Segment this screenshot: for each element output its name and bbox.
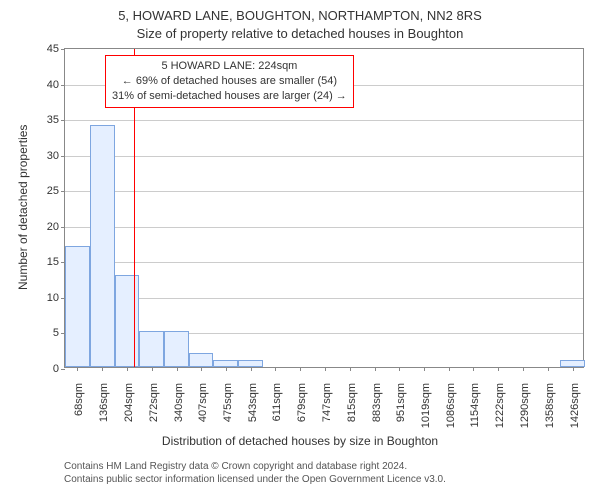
- y-gridline: [65, 120, 583, 121]
- histogram-bar: [115, 275, 140, 367]
- x-tick-label: 1019sqm: [420, 381, 432, 433]
- x-tick-label: 204sqm: [123, 381, 135, 433]
- x-tick-label: 340sqm: [173, 381, 185, 433]
- x-tick-label: 815sqm: [346, 381, 358, 433]
- y-axis-label: Number of detached properties: [16, 125, 30, 290]
- plot-area: 05101520253035404568sqm136sqm204sqm272sq…: [64, 48, 584, 368]
- y-gridline: [65, 227, 583, 228]
- annotation-line2: ← 69% of detached houses are smaller (54…: [122, 75, 337, 87]
- chart-title-line2: Size of property relative to detached ho…: [0, 26, 600, 41]
- x-tick-label: 611sqm: [271, 381, 283, 433]
- x-tick-label: 543sqm: [247, 381, 259, 433]
- footer-line2: Contains public sector information licen…: [64, 474, 446, 485]
- x-tick-label: 475sqm: [222, 381, 234, 433]
- annotation-box: 5 HOWARD LANE: 224sqm ← 69% of detached h…: [105, 55, 354, 108]
- x-tick-label: 1358sqm: [544, 381, 556, 433]
- x-tick-label: 1426sqm: [569, 381, 581, 433]
- x-tick-label: 68sqm: [73, 381, 85, 433]
- x-tick-mark: [375, 367, 376, 371]
- x-tick-mark: [226, 367, 227, 371]
- y-tick-label: 25: [47, 185, 65, 197]
- y-gridline: [65, 298, 583, 299]
- x-tick-mark: [102, 367, 103, 371]
- x-tick-mark: [325, 367, 326, 371]
- x-tick-mark: [449, 367, 450, 371]
- histogram-bar: [189, 353, 213, 367]
- y-tick-label: 10: [47, 292, 65, 304]
- x-tick-label: 272sqm: [148, 381, 160, 433]
- x-tick-mark: [473, 367, 474, 371]
- x-tick-mark: [275, 367, 276, 371]
- y-tick-label: 20: [47, 221, 65, 233]
- x-tick-label: 679sqm: [296, 381, 308, 433]
- x-axis-label: Distribution of detached houses by size …: [0, 434, 600, 448]
- x-tick-mark: [127, 367, 128, 371]
- histogram-bar: [213, 360, 238, 367]
- footer-attribution: Contains HM Land Registry data © Crown c…: [64, 460, 446, 486]
- x-tick-mark: [350, 367, 351, 371]
- x-tick-mark: [548, 367, 549, 371]
- y-gridline: [65, 156, 583, 157]
- histogram-bar: [560, 360, 585, 367]
- y-gridline: [65, 262, 583, 263]
- y-tick-label: 0: [53, 363, 65, 375]
- x-tick-mark: [177, 367, 178, 371]
- y-gridline: [65, 191, 583, 192]
- x-tick-label: 407sqm: [197, 381, 209, 433]
- x-tick-mark: [498, 367, 499, 371]
- chart-container: { "title_line1": "5, HOWARD LANE, BOUGHT…: [0, 0, 600, 500]
- histogram-bar: [139, 331, 164, 367]
- x-tick-mark: [573, 367, 574, 371]
- x-tick-mark: [152, 367, 153, 371]
- x-tick-label: 747sqm: [321, 381, 333, 433]
- x-tick-mark: [251, 367, 252, 371]
- x-tick-mark: [399, 367, 400, 371]
- y-tick-label: 15: [47, 256, 65, 268]
- x-tick-label: 883sqm: [371, 381, 383, 433]
- x-tick-label: 1222sqm: [494, 381, 506, 433]
- histogram-bar: [90, 125, 115, 367]
- histogram-bar: [65, 246, 90, 367]
- x-tick-label: 1290sqm: [519, 381, 531, 433]
- y-tick-label: 5: [53, 327, 65, 339]
- footer-line1: Contains HM Land Registry data © Crown c…: [64, 461, 407, 472]
- x-tick-label: 1086sqm: [445, 381, 457, 433]
- x-tick-label: 1154sqm: [469, 381, 481, 433]
- histogram-bar: [238, 360, 263, 367]
- annotation-line3: 31% of semi-detached houses are larger (…: [112, 90, 347, 102]
- annotation-line1: 5 HOWARD LANE: 224sqm: [161, 60, 297, 72]
- x-tick-mark: [300, 367, 301, 371]
- y-tick-label: 40: [47, 79, 65, 91]
- y-tick-label: 45: [47, 43, 65, 55]
- x-tick-mark: [77, 367, 78, 371]
- y-tick-label: 30: [47, 150, 65, 162]
- y-tick-label: 35: [47, 114, 65, 126]
- x-tick-label: 136sqm: [98, 381, 110, 433]
- x-tick-label: 951sqm: [395, 381, 407, 433]
- x-tick-mark: [523, 367, 524, 371]
- histogram-bar: [164, 331, 189, 367]
- x-tick-mark: [201, 367, 202, 371]
- x-tick-mark: [424, 367, 425, 371]
- chart-title-line1: 5, HOWARD LANE, BOUGHTON, NORTHAMPTON, N…: [0, 8, 600, 23]
